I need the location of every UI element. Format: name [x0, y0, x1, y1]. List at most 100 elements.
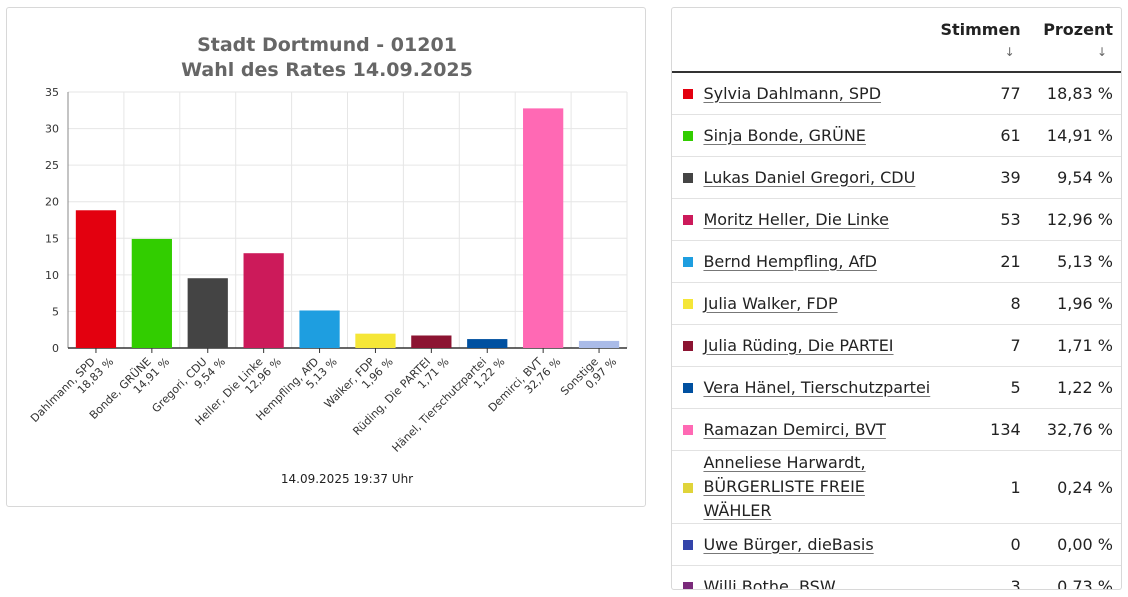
- sort-arrow-icon: ↓: [1004, 45, 1015, 59]
- party-color-swatch: [682, 89, 693, 99]
- candidate-link[interactable]: Bernd Hempfling, AfD: [703, 251, 877, 271]
- results-table: Stimmen ↓ Prozent ↓ Sylvia Dahlmann, SPD…: [672, 8, 1121, 590]
- table-row: Willi Bothe, BSW 3 0,73 %: [672, 565, 1121, 590]
- party-color-swatch: [682, 425, 693, 435]
- row-name-cell: Vera Hänel, Tierschutzpartei: [703, 366, 932, 409]
- row-name-cell: Moritz Heller, Die Linke: [703, 198, 932, 241]
- x-tick-label: Sonstige0,97 %: [558, 346, 619, 407]
- bar: [131, 238, 172, 348]
- party-color-swatch: [682, 131, 693, 141]
- row-votes: 1: [931, 450, 1029, 524]
- y-tick-label: 20: [45, 196, 59, 209]
- candidate-link[interactable]: Vera Hänel, Tierschutzpartei: [703, 377, 931, 397]
- row-percent: 1,71 %: [1028, 324, 1121, 367]
- table-row: Uwe Bürger, dieBasis 0 0,00 %: [672, 523, 1121, 566]
- candidate-link[interactable]: Julia Rüding, Die PARTEI: [703, 335, 894, 355]
- row-name-cell: Willi Bothe, BSW: [703, 565, 932, 590]
- bar: [523, 108, 564, 348]
- row-swatch-cell: [672, 450, 704, 524]
- row-votes: 21: [931, 240, 1029, 283]
- candidate-link[interactable]: Sylvia Dahlmann, SPD: [703, 83, 882, 103]
- row-percent: 12,96 %: [1028, 198, 1121, 241]
- y-tick-label: 25: [45, 159, 59, 172]
- row-name-cell: Sylvia Dahlmann, SPD: [703, 72, 932, 115]
- party-color-swatch: [682, 257, 693, 267]
- row-votes: 8: [931, 282, 1029, 325]
- row-name-cell: Julia Rüding, Die PARTEI: [703, 324, 932, 367]
- table-header-row: Stimmen ↓ Prozent ↓: [672, 8, 1121, 73]
- table-row: Julia Rüding, Die PARTEI 7 1,71 %: [672, 324, 1121, 367]
- chart-title-line1: Stadt Dortmund - 01201: [197, 34, 457, 56]
- candidate-link[interactable]: Sinja Bonde, GRÜNE: [703, 125, 866, 145]
- table-row: Julia Walker, FDP 8 1,96 %: [672, 282, 1121, 325]
- chart-title-line2: Wahl des Rates 14.09.2025: [181, 59, 473, 81]
- header-swatch-col: [672, 8, 704, 73]
- party-color-swatch: [682, 540, 693, 550]
- row-votes: 61: [931, 114, 1029, 157]
- table-row: Moritz Heller, Die Linke 53 12,96 %: [672, 198, 1121, 241]
- candidate-link[interactable]: Lukas Daniel Gregori, CDU: [703, 167, 916, 187]
- chart-card: Stadt Dortmund - 01201 Wahl des Rates 14…: [6, 7, 646, 507]
- row-votes: 39: [931, 156, 1029, 199]
- table-row: Bernd Hempfling, AfD 21 5,13 %: [672, 240, 1121, 283]
- row-name-cell: Uwe Bürger, dieBasis: [703, 523, 932, 566]
- bar: [411, 335, 452, 348]
- party-color-swatch: [682, 173, 693, 183]
- y-tick-label: 10: [45, 269, 59, 282]
- candidate-link[interactable]: Ramazan Demirci, BVT: [703, 419, 886, 439]
- row-percent: 14,91 %: [1028, 114, 1121, 157]
- row-percent: 18,83 %: [1028, 72, 1121, 115]
- bar: [243, 253, 284, 348]
- y-tick-label: 0: [52, 342, 59, 355]
- percent-header-label: Prozent: [1043, 20, 1113, 39]
- row-swatch-cell: [672, 72, 704, 115]
- y-tick-label: 35: [45, 86, 59, 99]
- x-tick-label: Dahlmann, SPD18,83 %: [28, 346, 116, 434]
- row-votes: 77: [931, 72, 1029, 115]
- party-color-swatch: [682, 582, 693, 589]
- table-row: Sinja Bonde, GRÜNE 61 14,91 %: [672, 114, 1121, 157]
- row-votes: 53: [931, 198, 1029, 241]
- sort-percent-header[interactable]: Prozent ↓: [1028, 8, 1121, 73]
- row-swatch-cell: [672, 324, 704, 367]
- row-percent: 1,22 %: [1028, 366, 1121, 409]
- row-swatch-cell: [672, 114, 704, 157]
- sort-votes-header[interactable]: Stimmen ↓: [931, 8, 1029, 73]
- y-tick-label: 30: [45, 123, 59, 136]
- row-votes: 3: [931, 565, 1029, 589]
- row-percent: 0,24 %: [1028, 450, 1121, 524]
- bar: [299, 310, 340, 348]
- row-name-cell: Sinja Bonde, GRÜNE: [703, 114, 932, 157]
- row-votes: 5: [931, 366, 1029, 409]
- row-swatch-cell: [672, 366, 704, 409]
- table-row: Anneliese Harwardt, BÜRGERLISTE FREIE WÄ…: [672, 450, 1121, 524]
- row-name-cell: Ramazan Demirci, BVT: [703, 408, 932, 451]
- header-name-col: [703, 8, 932, 73]
- candidate-link[interactable]: Uwe Bürger, dieBasis: [703, 534, 874, 554]
- row-percent: 0,00 %: [1028, 523, 1121, 566]
- x-tick-label: Hempfling, AfD5,13 %: [253, 346, 339, 432]
- bar: [467, 339, 508, 348]
- row-votes: 134: [931, 408, 1029, 451]
- candidate-link[interactable]: Julia Walker, FDP: [703, 293, 838, 313]
- row-percent: 5,13 %: [1028, 240, 1121, 283]
- x-tick-label: Bonde, GRÜNE14,91 %: [87, 346, 172, 431]
- row-name-cell: Anneliese Harwardt, BÜRGERLISTE FREIE WÄ…: [703, 450, 932, 524]
- party-color-swatch: [682, 482, 693, 493]
- row-swatch-cell: [672, 523, 704, 566]
- candidate-link[interactable]: Willi Bothe, BSW: [703, 576, 836, 590]
- row-percent: 0,73 %: [1028, 565, 1121, 589]
- row-percent: 9,54 %: [1028, 156, 1121, 199]
- row-name-cell: Julia Walker, FDP: [703, 282, 932, 325]
- candidate-link[interactable]: Moritz Heller, Die Linke: [703, 209, 889, 229]
- row-name-cell: Lukas Daniel Gregori, CDU: [703, 156, 932, 199]
- row-name-cell: Bernd Hempfling, AfD: [703, 240, 932, 283]
- bar: [75, 210, 117, 348]
- candidate-link[interactable]: Anneliese Harwardt, BÜRGERLISTE FREIE WÄ…: [703, 453, 866, 520]
- party-color-swatch: [682, 299, 693, 309]
- row-swatch-cell: [672, 408, 704, 451]
- row-percent: 32,76 %: [1028, 408, 1121, 451]
- bar-chart: 0 5 10 15 20 25 30 35 Dahlmann, SPD18,83 %Bonde,…: [28, 86, 628, 455]
- table-row: Vera Hänel, Tierschutzpartei 5 1,22 %: [672, 366, 1121, 409]
- x-tick-label: Heller, Die Linke12,96 %: [193, 346, 284, 437]
